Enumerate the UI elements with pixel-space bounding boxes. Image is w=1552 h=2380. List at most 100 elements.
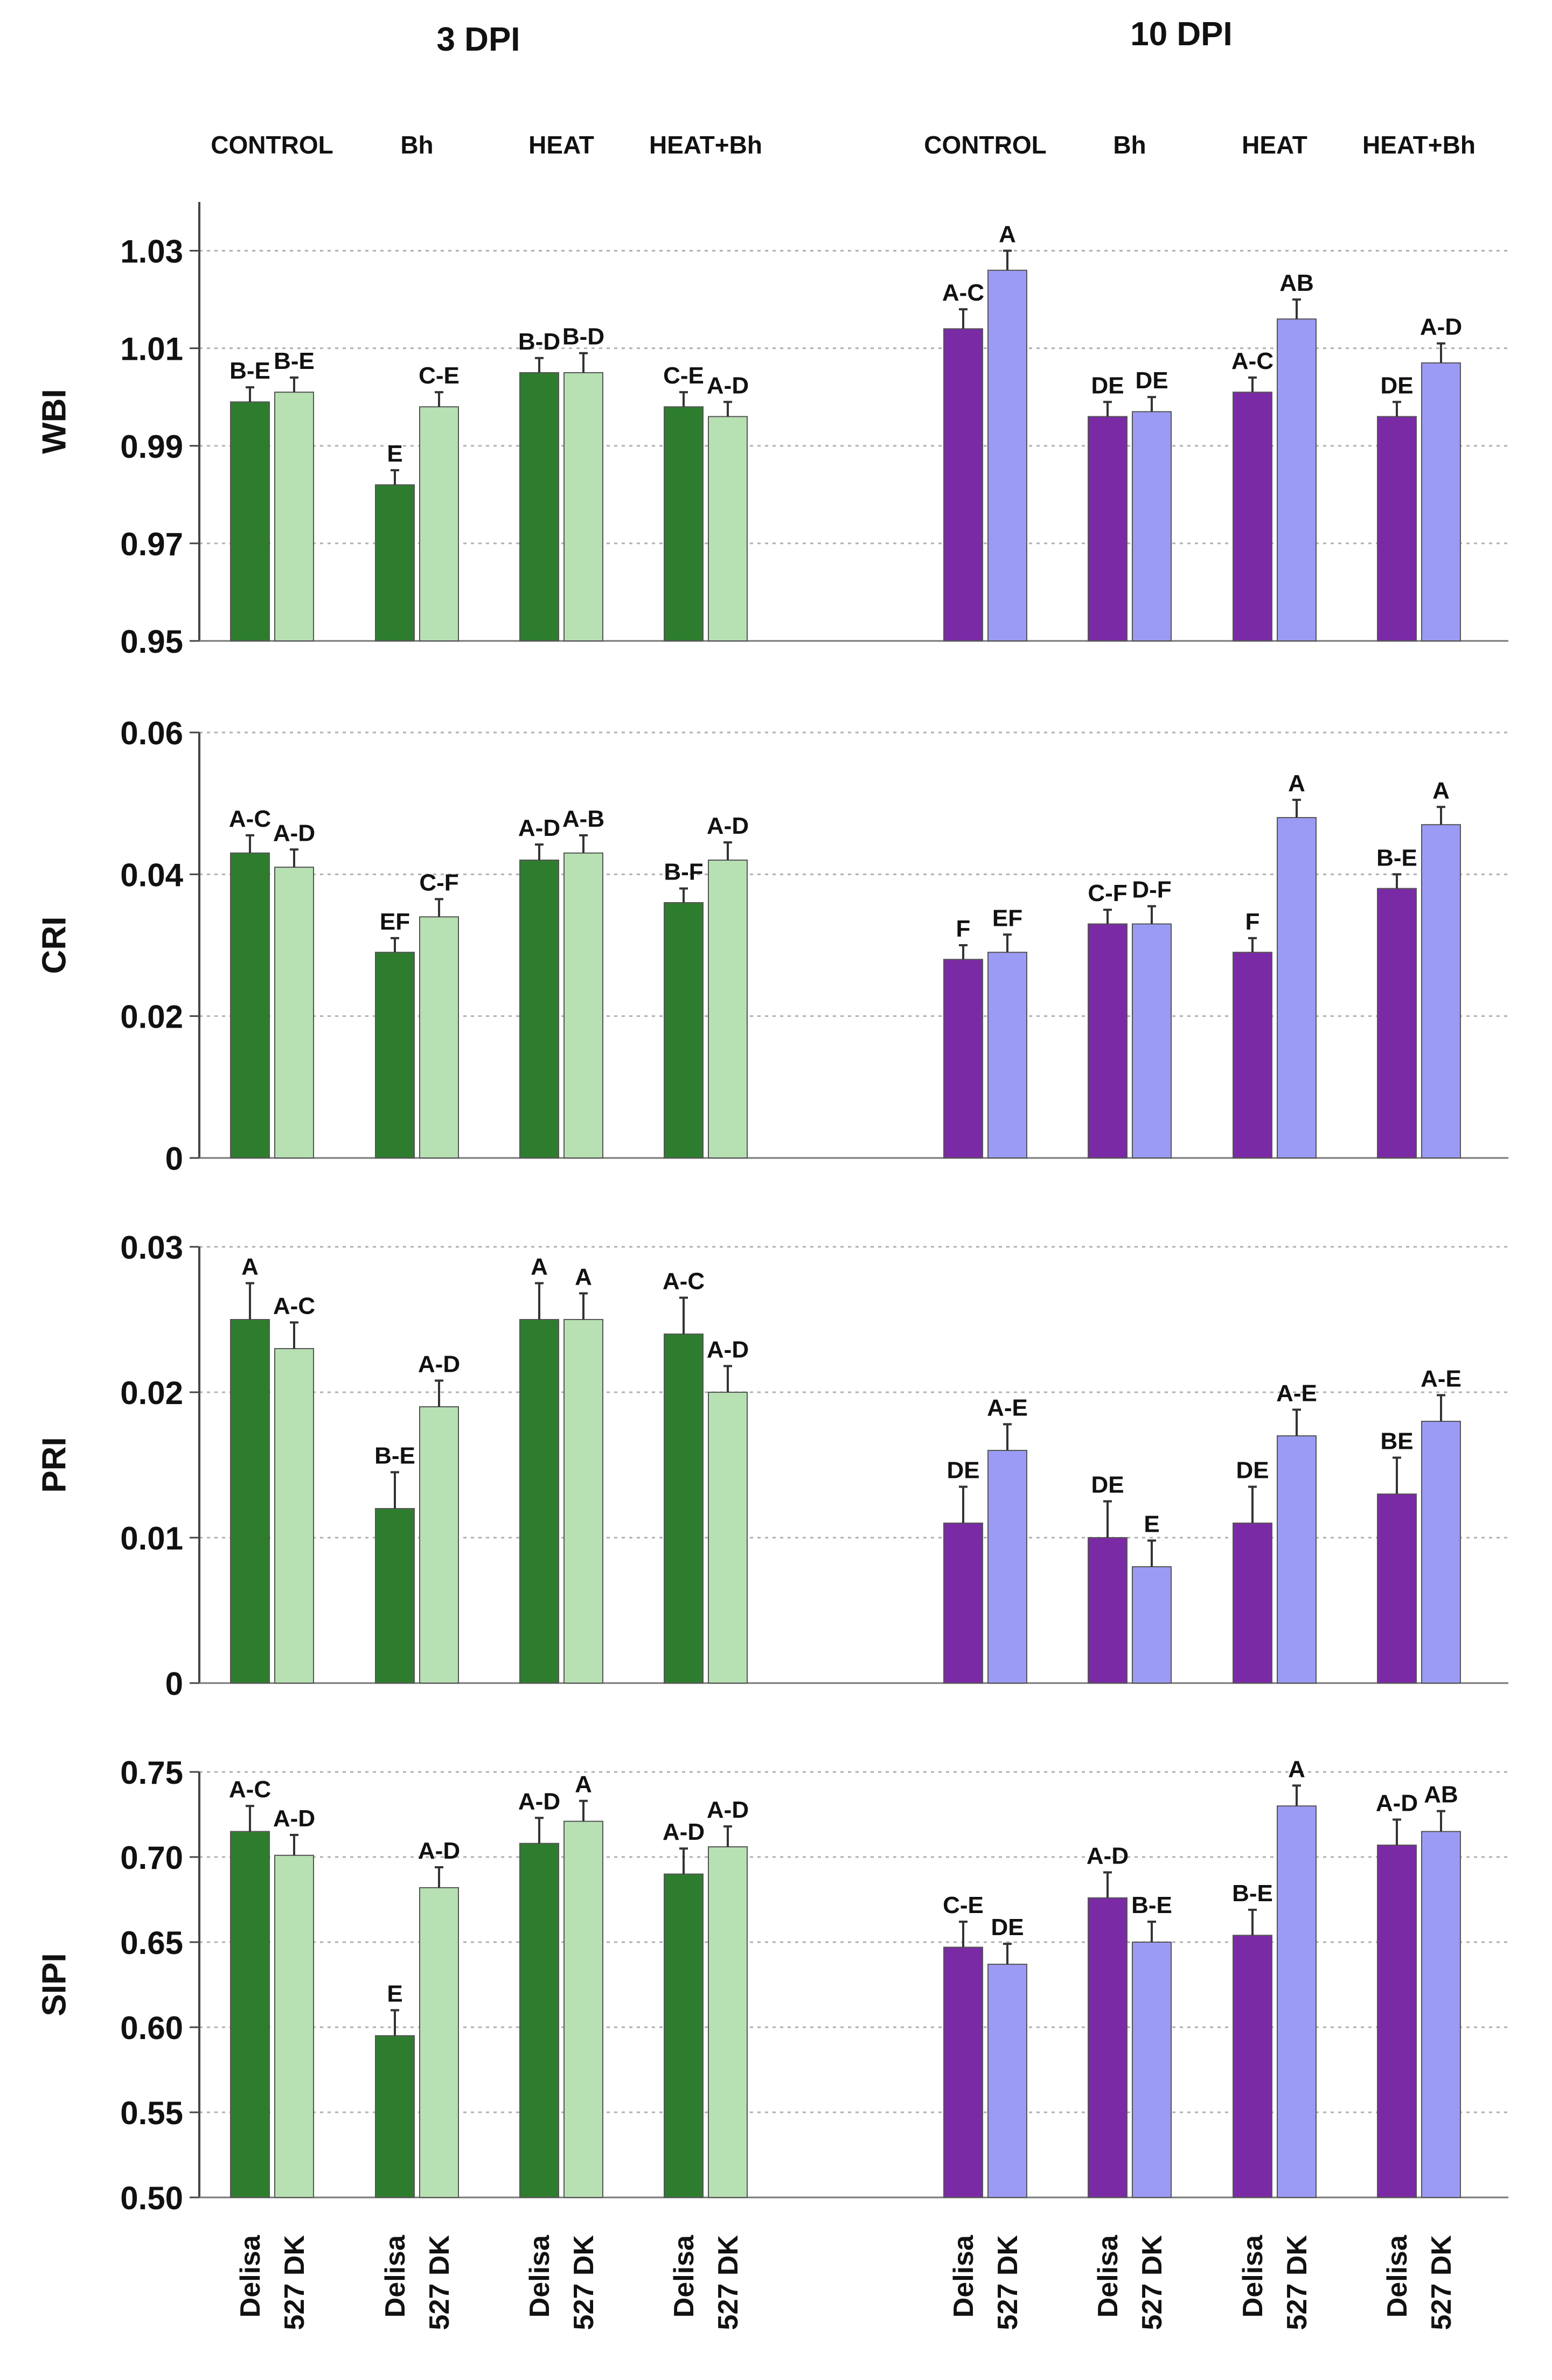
sipi-sig-letter: C-E	[943, 1892, 984, 1918]
cri-sig-letter: F	[1245, 909, 1260, 935]
cri-bar-dpi3-527dk-3	[708, 860, 748, 1158]
pri-bar-dpi10-delisa-1	[1088, 1537, 1128, 1684]
cri-sig-letter: B-E	[1376, 844, 1417, 871]
pri-bar-dpi3-delisa-1	[375, 1508, 415, 1684]
sipi-sig-letter: A-C	[229, 1776, 271, 1803]
pri-sig-letter: BE	[1380, 1428, 1413, 1455]
sipi-sig-letter: DE	[991, 1914, 1024, 1941]
sipi-sig-letter: AB	[1424, 1782, 1458, 1808]
cultivar-label-delisa: Delisa	[948, 2235, 979, 2318]
pri-ytick-label: 0.03	[120, 1230, 183, 1266]
sipi-sig-letter: A-D	[663, 1819, 705, 1845]
dpi10-header: 10 DPI	[1130, 16, 1233, 53]
wbi-sig-letter: B-D	[518, 329, 560, 355]
pri-bar-dpi3-527dk-0	[274, 1348, 314, 1684]
wbi-bar-dpi3-527dk-3	[708, 416, 748, 641]
wbi-sig-letter: B-D	[562, 324, 604, 350]
cri-bar-dpi10-delisa-0	[943, 959, 983, 1159]
cri-sig-letter: F	[956, 916, 971, 942]
pri-sig-letter: DE	[946, 1457, 979, 1484]
pri-sig-letter: A	[575, 1264, 592, 1290]
sipi-ytick-label: 0.55	[120, 2095, 183, 2131]
wbi-ytick-label: 0.97	[120, 526, 183, 562]
wbi-sig-letter: B-E	[274, 348, 315, 374]
sipi-bar-dpi10-delisa-0	[943, 1946, 983, 2198]
pri-sig-letter: A-E	[1421, 1365, 1461, 1392]
sipi-bar-dpi3-527dk-3	[708, 1846, 748, 2198]
wbi-sig-letter: A-C	[942, 280, 984, 306]
cri-bar-dpi10-delisa-3	[1377, 888, 1417, 1158]
wbi-bar-dpi10-delisa-0	[943, 328, 983, 641]
sipi-bar-dpi10-delisa-1	[1088, 1897, 1128, 2198]
pri-sig-letter: A-D	[418, 1351, 460, 1377]
cultivar-label-delisa: Delisa	[1092, 2235, 1124, 2318]
wbi-bar-dpi10-delisa-2	[1233, 392, 1272, 642]
sipi-bar-dpi3-delisa-2	[519, 1842, 559, 2198]
cri-bar-dpi3-527dk-2	[563, 852, 603, 1159]
cri-sig-letter: A-C	[229, 806, 271, 832]
sipi-sig-letter: A	[1288, 1756, 1305, 1782]
cultivar-label-delisa: Delisa	[669, 2235, 700, 2318]
pri-bar-dpi10-527dk-1	[1132, 1566, 1172, 1684]
pri-sig-letter: A-C	[663, 1268, 705, 1295]
treatment-header-dpi10-1: Bh	[1113, 131, 1146, 159]
pri-sig-letter: A	[241, 1254, 259, 1280]
sipi-bar-dpi3-delisa-1	[375, 2035, 415, 2198]
wbi-sig-letter: A	[999, 221, 1016, 248]
sipi-sig-letter: A-D	[707, 1797, 749, 1823]
pri-bar-dpi10-delisa-0	[943, 1523, 983, 1684]
pri-bar-dpi3-527dk-2	[563, 1319, 603, 1684]
wbi-axis-label: WBI	[36, 389, 73, 454]
cri-bar-dpi3-delisa-3	[664, 902, 704, 1158]
wbi-bar-dpi3-527dk-1	[419, 406, 459, 641]
pri-bar-dpi10-527dk-3	[1421, 1421, 1461, 1684]
wbi-sig-letter: DE	[1380, 372, 1413, 399]
wbi-ytick-label: 0.99	[120, 429, 183, 465]
cri-bar-dpi10-delisa-2	[1233, 952, 1272, 1158]
wbi-bar-dpi3-delisa-2	[519, 372, 559, 641]
cri-bar-dpi10-delisa-1	[1088, 923, 1128, 1158]
pri-sig-letter: E	[1144, 1511, 1159, 1537]
sipi-ytick-label: 0.70	[120, 1840, 183, 1876]
pri-bar-dpi3-527dk-3	[708, 1392, 748, 1684]
cri-sig-letter: A-D	[707, 813, 749, 839]
pri-sig-letter: DE	[1091, 1472, 1124, 1498]
wbi-bar-dpi10-527dk-3	[1421, 362, 1461, 641]
wbi-sig-letter: A-C	[1231, 348, 1273, 374]
sipi-bar-dpi3-527dk-2	[563, 1820, 603, 2198]
cultivar-label-527dk: 527 DK	[1282, 2235, 1313, 2330]
cri-bar-dpi3-delisa-1	[375, 952, 415, 1158]
cri-bar-dpi10-527dk-3	[1421, 824, 1461, 1158]
sipi-axis-label: SIPI	[36, 1953, 73, 2016]
wbi-bar-dpi10-delisa-1	[1088, 416, 1128, 641]
cultivar-label-delisa: Delisa	[1237, 2235, 1269, 2318]
cultivar-label-delisa: Delisa	[235, 2235, 266, 2318]
cultivar-label-527dk: 527 DK	[1426, 2235, 1457, 2330]
cultivar-label-delisa: Delisa	[524, 2235, 555, 2318]
cri-sig-letter: A-B	[562, 806, 604, 832]
treatment-header-dpi3-0: CONTROL	[211, 131, 333, 159]
pri-sig-letter: A-E	[1276, 1380, 1317, 1406]
wbi-bar-dpi10-527dk-0	[987, 269, 1027, 641]
pri-sig-letter: A	[531, 1254, 548, 1280]
wbi-ytick-label: 0.95	[120, 624, 183, 660]
treatment-header-dpi3-3: HEAT+Bh	[649, 131, 762, 159]
cri-ytick-label: 0.02	[120, 999, 183, 1035]
cri-axis-label: CRI	[36, 917, 73, 974]
sipi-sig-letter: A-D	[1087, 1842, 1129, 1869]
wbi-bar-dpi10-527dk-1	[1132, 411, 1172, 642]
sipi-ytick-label: 0.50	[120, 2180, 183, 2216]
cri-sig-letter: A	[1432, 777, 1450, 804]
cultivar-label-527dk: 527 DK	[568, 2235, 600, 2330]
sipi-bar-dpi3-delisa-3	[664, 1873, 704, 2198]
wbi-bar-dpi3-delisa-3	[664, 406, 704, 641]
sipi-ytick-label: 0.75	[120, 1755, 183, 1791]
cri-bar-dpi3-527dk-1	[419, 916, 459, 1159]
sipi-sig-letter: A	[575, 1771, 592, 1798]
pri-sig-letter: A-E	[987, 1394, 1028, 1421]
wbi-ytick-label: 1.03	[120, 234, 183, 270]
cri-sig-letter: A-D	[273, 820, 315, 846]
sipi-sig-letter: A-D	[1376, 1790, 1418, 1816]
sipi-bar-dpi10-527dk-0	[987, 1964, 1027, 2198]
